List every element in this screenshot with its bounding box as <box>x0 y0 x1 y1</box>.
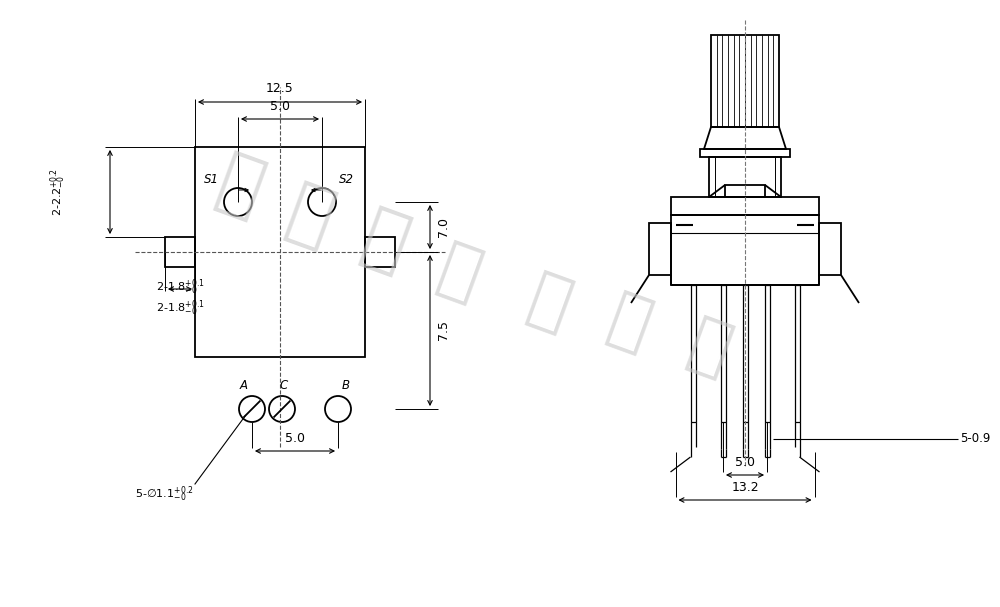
Bar <box>711 35 779 127</box>
Bar <box>725 185 765 197</box>
Text: 5.0: 5.0 <box>285 432 305 445</box>
Bar <box>709 157 781 197</box>
Bar <box>165 237 195 267</box>
Bar <box>765 285 770 422</box>
Text: S1: S1 <box>204 173 219 186</box>
Circle shape <box>224 188 252 216</box>
Text: 2-1.8$^{+0.1}_{-0}$: 2-1.8$^{+0.1}_{-0}$ <box>156 298 204 317</box>
Text: A: A <box>240 379 248 392</box>
Text: 13.2: 13.2 <box>731 481 759 494</box>
Circle shape <box>269 396 295 422</box>
Bar <box>819 223 841 275</box>
Text: 铺: 铺 <box>680 309 740 385</box>
Bar <box>671 197 819 215</box>
Text: 5.0: 5.0 <box>735 456 755 469</box>
Bar <box>720 285 726 422</box>
Bar <box>794 285 800 422</box>
Bar <box>195 147 365 357</box>
Circle shape <box>325 396 351 422</box>
Bar <box>671 215 819 285</box>
Text: S2: S2 <box>339 173 354 186</box>
Text: 5-$\varnothing$1.1$^{+0.2}_{-0}$: 5-$\varnothing$1.1$^{+0.2}_{-0}$ <box>135 484 193 504</box>
Bar <box>365 237 395 267</box>
Bar <box>742 285 748 422</box>
Text: 子: 子 <box>520 264 580 340</box>
Text: 微: 微 <box>353 202 417 282</box>
Text: 博: 博 <box>208 147 272 227</box>
Bar <box>700 149 790 157</box>
Text: C: C <box>280 379 288 392</box>
Text: 5.0: 5.0 <box>270 100 290 113</box>
Text: 7.5: 7.5 <box>437 320 450 341</box>
Circle shape <box>308 188 336 216</box>
Text: 12.5: 12.5 <box>266 82 294 95</box>
Bar <box>649 223 671 275</box>
Bar <box>690 285 696 422</box>
Text: B: B <box>342 379 350 392</box>
Text: 2-2.2$^{+0.2}_{-0}$: 2-2.2$^{+0.2}_{-0}$ <box>48 168 68 216</box>
Circle shape <box>239 396 265 422</box>
Text: 5-0.9: 5-0.9 <box>960 433 990 446</box>
Text: 商: 商 <box>600 284 660 360</box>
Text: 倍: 倍 <box>278 177 342 257</box>
Text: 7.0: 7.0 <box>437 217 450 237</box>
Text: 电: 电 <box>430 234 490 310</box>
Text: 2-1.8$^{+0.1}_{-0}$: 2-1.8$^{+0.1}_{-0}$ <box>156 277 204 297</box>
